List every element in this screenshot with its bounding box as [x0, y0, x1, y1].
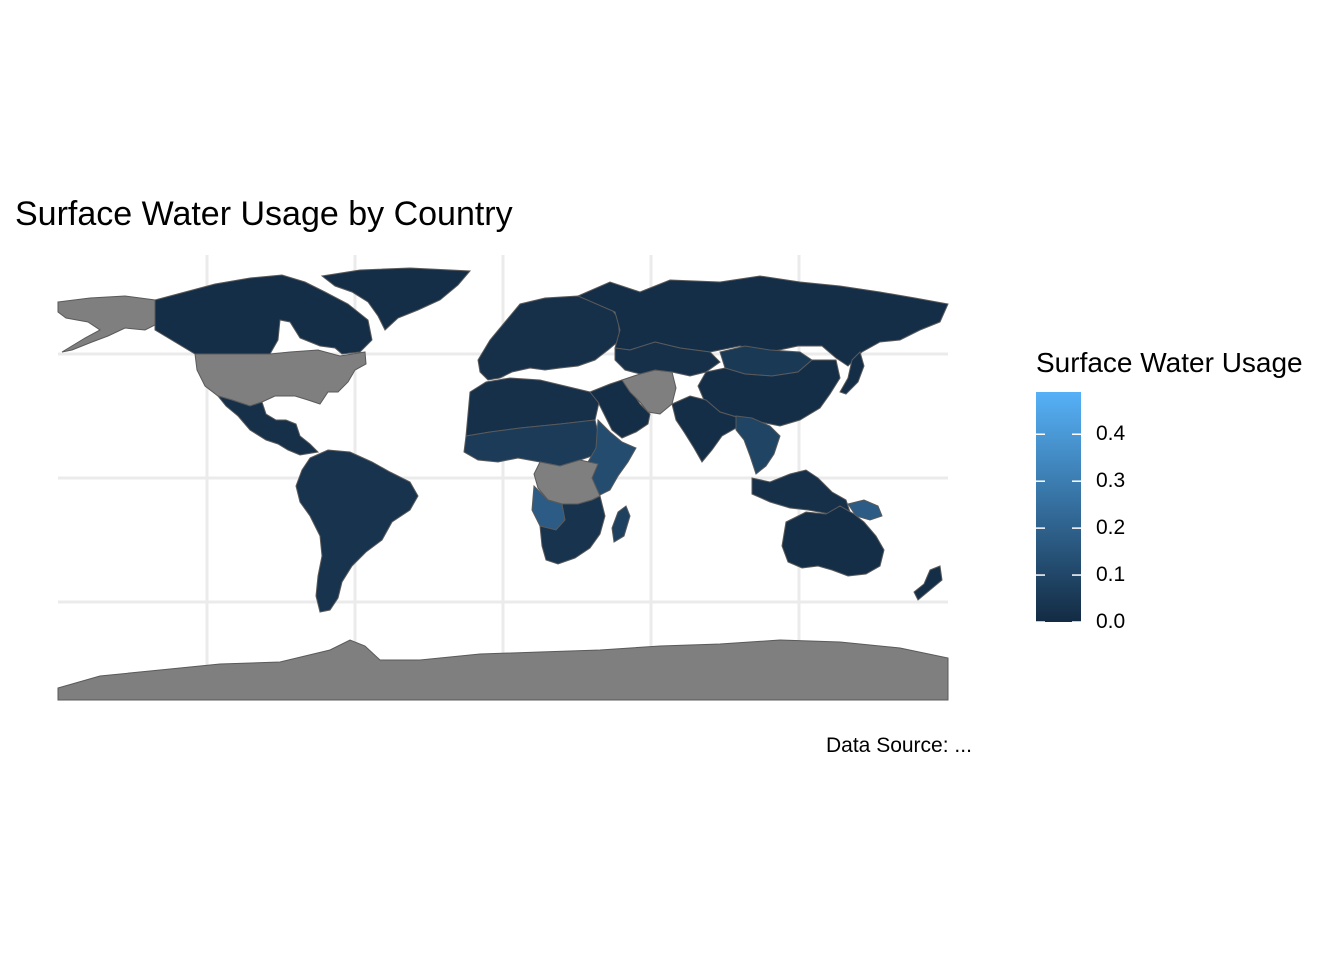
- region-greenland[interactable]: [320, 267, 472, 331]
- region-australia[interactable]: [781, 505, 885, 577]
- region-mexico-central-america[interactable]: [216, 395, 320, 456]
- region-canada[interactable]: [154, 274, 373, 355]
- map-title: Surface Water Usage by Country: [15, 195, 513, 233]
- region-south-america[interactable]: [295, 449, 419, 613]
- data-source-caption: Data Source: ...: [826, 734, 972, 757]
- legend-tick-label: 0.3: [1096, 469, 1126, 493]
- region-indonesia[interactable]: [751, 469, 851, 515]
- legend-tick-label: 0.2: [1096, 516, 1126, 540]
- legend-gradient-bar: [1036, 392, 1081, 622]
- region-new-zealand[interactable]: [913, 565, 943, 601]
- region-central-asia[interactable]: [614, 341, 721, 377]
- legend-tick-label: 0.4: [1096, 422, 1126, 446]
- region-antarctica[interactable]: [57, 639, 949, 701]
- region-madagascar[interactable]: [611, 505, 631, 543]
- region-southern-africa[interactable]: [539, 495, 606, 565]
- legend-tick-label: 0.0: [1096, 610, 1126, 633]
- region-alaska[interactable]: [57, 295, 156, 353]
- region-east-africa[interactable]: [587, 418, 637, 497]
- legend-colorbar: [1036, 392, 1081, 623]
- country-shapes: [57, 267, 949, 701]
- legend-title: Surface Water Usage: [1036, 347, 1303, 378]
- region-southeast-asia[interactable]: [735, 415, 781, 475]
- legend-tick-label: 0.1: [1096, 563, 1126, 587]
- region-india[interactable]: [671, 395, 741, 463]
- region-europe[interactable]: [477, 295, 621, 381]
- region-japan[interactable]: [839, 351, 865, 395]
- legend-tick-marks: [1036, 433, 1081, 623]
